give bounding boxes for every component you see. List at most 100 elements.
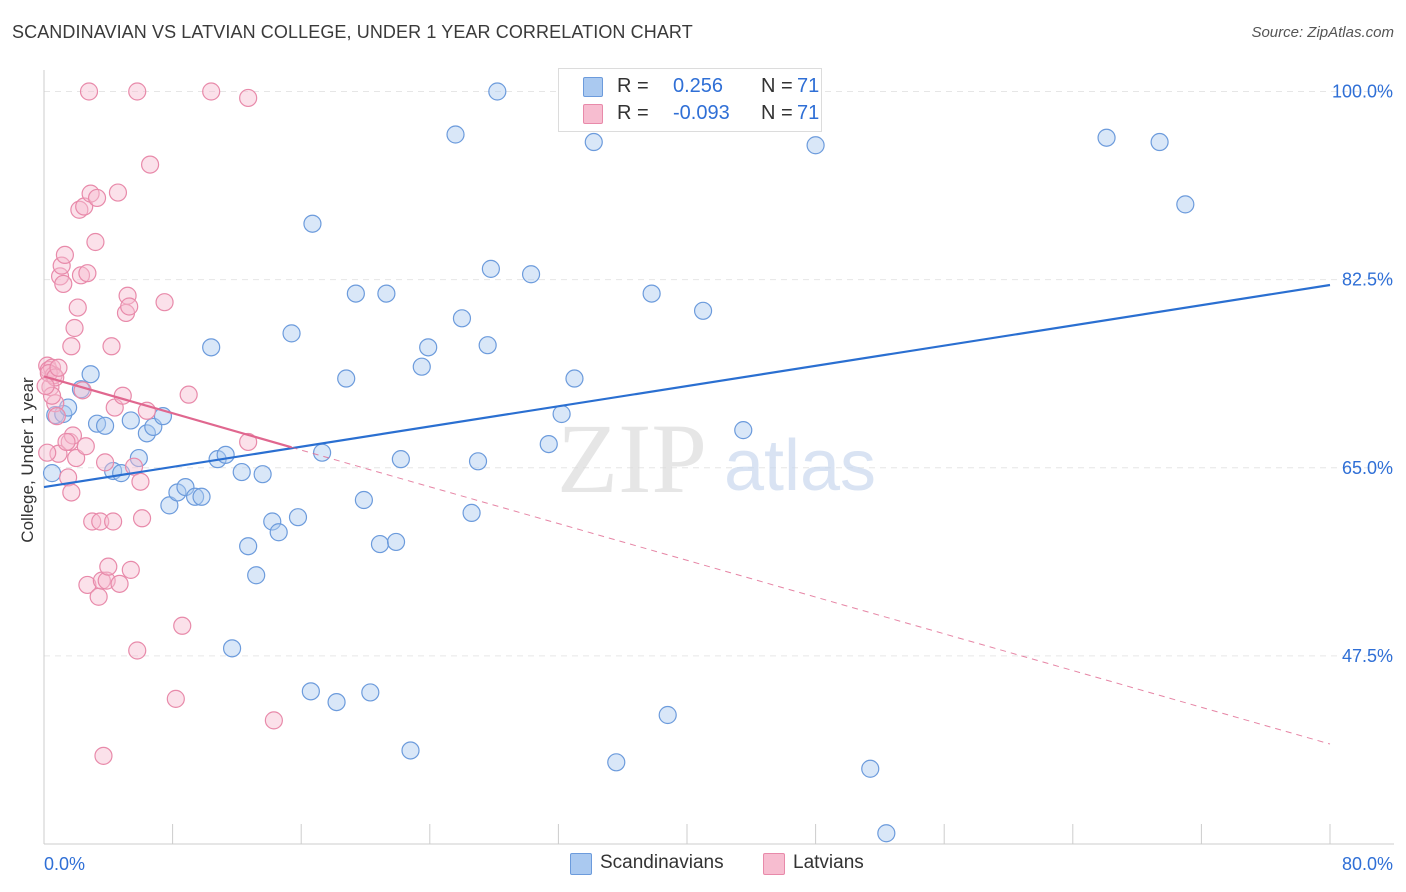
- scandinavian-point: [222, 639, 242, 658]
- scandinavian-point: [160, 496, 179, 515]
- latvian-point: [99, 557, 118, 576]
- latvian-point: [131, 472, 150, 491]
- scandinavian-point: [202, 338, 221, 357]
- scandinavian-point: [346, 284, 365, 303]
- latvian-point: [95, 453, 115, 472]
- axis-layer: [43, 70, 1394, 845]
- latvian-point: [140, 155, 160, 174]
- scandinavian-point: [481, 259, 500, 278]
- scandinavian-point: [301, 682, 320, 701]
- legend-swatch-blue: [583, 77, 603, 97]
- scandinavian-point: [386, 532, 406, 552]
- scandinavian-point: [282, 324, 301, 343]
- latvian-point: [67, 448, 86, 468]
- latvian-point: [110, 574, 129, 593]
- scandinavian-point: [288, 508, 308, 527]
- latvian-point: [173, 616, 192, 635]
- scandinavian-point: [552, 404, 571, 424]
- latvian-point: [36, 376, 55, 396]
- scandinavian-point: [478, 336, 497, 355]
- legend-n-value: 71: [797, 102, 820, 124]
- latvian-point: [62, 483, 81, 502]
- latvian-point: [54, 274, 73, 294]
- latvians-trend-line: [43, 375, 292, 449]
- scandinavian-point: [693, 301, 713, 320]
- legend-n-label: N =: [761, 75, 793, 97]
- x-tick-label: 80.0%: [1342, 854, 1393, 874]
- latvian-point: [78, 575, 97, 595]
- latvian-point: [239, 432, 258, 452]
- scandinavian-point: [584, 132, 603, 152]
- latvian-point: [49, 358, 68, 377]
- scandinavian-point: [81, 365, 100, 384]
- scandinavian-point: [1176, 195, 1195, 214]
- scandinavian-point: [565, 369, 584, 388]
- scandinavian-point: [247, 566, 266, 585]
- latvian-point: [78, 264, 97, 283]
- legend-r-label: R =: [617, 75, 649, 97]
- latvian-point: [94, 746, 113, 765]
- latvian-point: [73, 381, 92, 400]
- scandinavian-point: [269, 523, 288, 542]
- latvian-point: [68, 298, 87, 317]
- scandinavian-point: [327, 692, 346, 712]
- scandinavian-point: [462, 503, 481, 523]
- latvian-point: [42, 386, 62, 405]
- scandinavian-point: [361, 683, 380, 702]
- latvian-point: [62, 337, 81, 356]
- scandinavian-point: [95, 416, 115, 435]
- latvian-point: [65, 318, 84, 338]
- latvian-point: [166, 689, 185, 708]
- watermark: ZIP atlas: [557, 403, 876, 514]
- latvian-point: [91, 512, 110, 531]
- scandinavian-point: [176, 478, 195, 497]
- latvians-trend-line: [291, 446, 1331, 745]
- legend-r-value: 0.256: [673, 75, 724, 97]
- x-tick-label: 0.0%: [44, 854, 85, 874]
- latvian-point: [76, 437, 95, 456]
- scandinavian-point: [488, 82, 507, 101]
- scandinavians-trend-line: [43, 283, 1331, 489]
- latvian-point: [86, 232, 105, 252]
- latvian-point: [55, 245, 74, 264]
- legend-swatch-blue: [570, 853, 592, 875]
- scandinavian-point: [401, 741, 420, 760]
- scandinavian-point: [263, 512, 282, 531]
- scandinavian-point: [539, 435, 558, 454]
- bottom-legend-label: Scandinavians: [600, 852, 724, 873]
- scandinavian-point: [370, 534, 390, 554]
- latvian-point: [179, 385, 198, 404]
- scandinavian-point: [412, 357, 431, 376]
- scandinavian-point: [521, 265, 541, 284]
- latvian-point: [155, 293, 174, 312]
- scandinavian-point: [877, 824, 896, 843]
- latvian-point: [202, 82, 221, 101]
- source-label: Source: ZipAtlas.com: [1251, 24, 1394, 41]
- scandinavian-point: [253, 465, 272, 484]
- scandinavian-point: [658, 705, 677, 725]
- latvian-point: [128, 82, 147, 101]
- latvian-point: [128, 641, 147, 660]
- latvian-point: [120, 297, 139, 316]
- scandinavian-point: [239, 537, 258, 556]
- points-layer: [36, 82, 1195, 843]
- scandinavian-point: [1097, 128, 1116, 147]
- correlation-legend: R = 0.256 N = 71 R = -0.093 N = 71: [558, 68, 822, 132]
- scandinavian-point: [337, 369, 356, 388]
- legend-r-value: -0.093: [673, 102, 730, 124]
- legend-n-label: N =: [761, 102, 793, 124]
- latvian-point: [79, 82, 99, 101]
- scandinavian-point: [192, 487, 211, 506]
- scandinavian-point: [806, 136, 825, 155]
- latvian-point: [132, 509, 152, 528]
- latvian-point: [121, 560, 140, 579]
- watermark-atlas: atlas: [724, 426, 876, 506]
- latvian-point: [63, 426, 83, 445]
- legend-r-label: R =: [617, 102, 649, 124]
- scandinavian-point: [468, 452, 488, 471]
- scandinavian-point: [303, 214, 322, 233]
- trend-lines: [43, 283, 1331, 745]
- latvian-point: [70, 200, 89, 219]
- scandinavian-point: [734, 421, 753, 440]
- latvian-point: [87, 188, 107, 208]
